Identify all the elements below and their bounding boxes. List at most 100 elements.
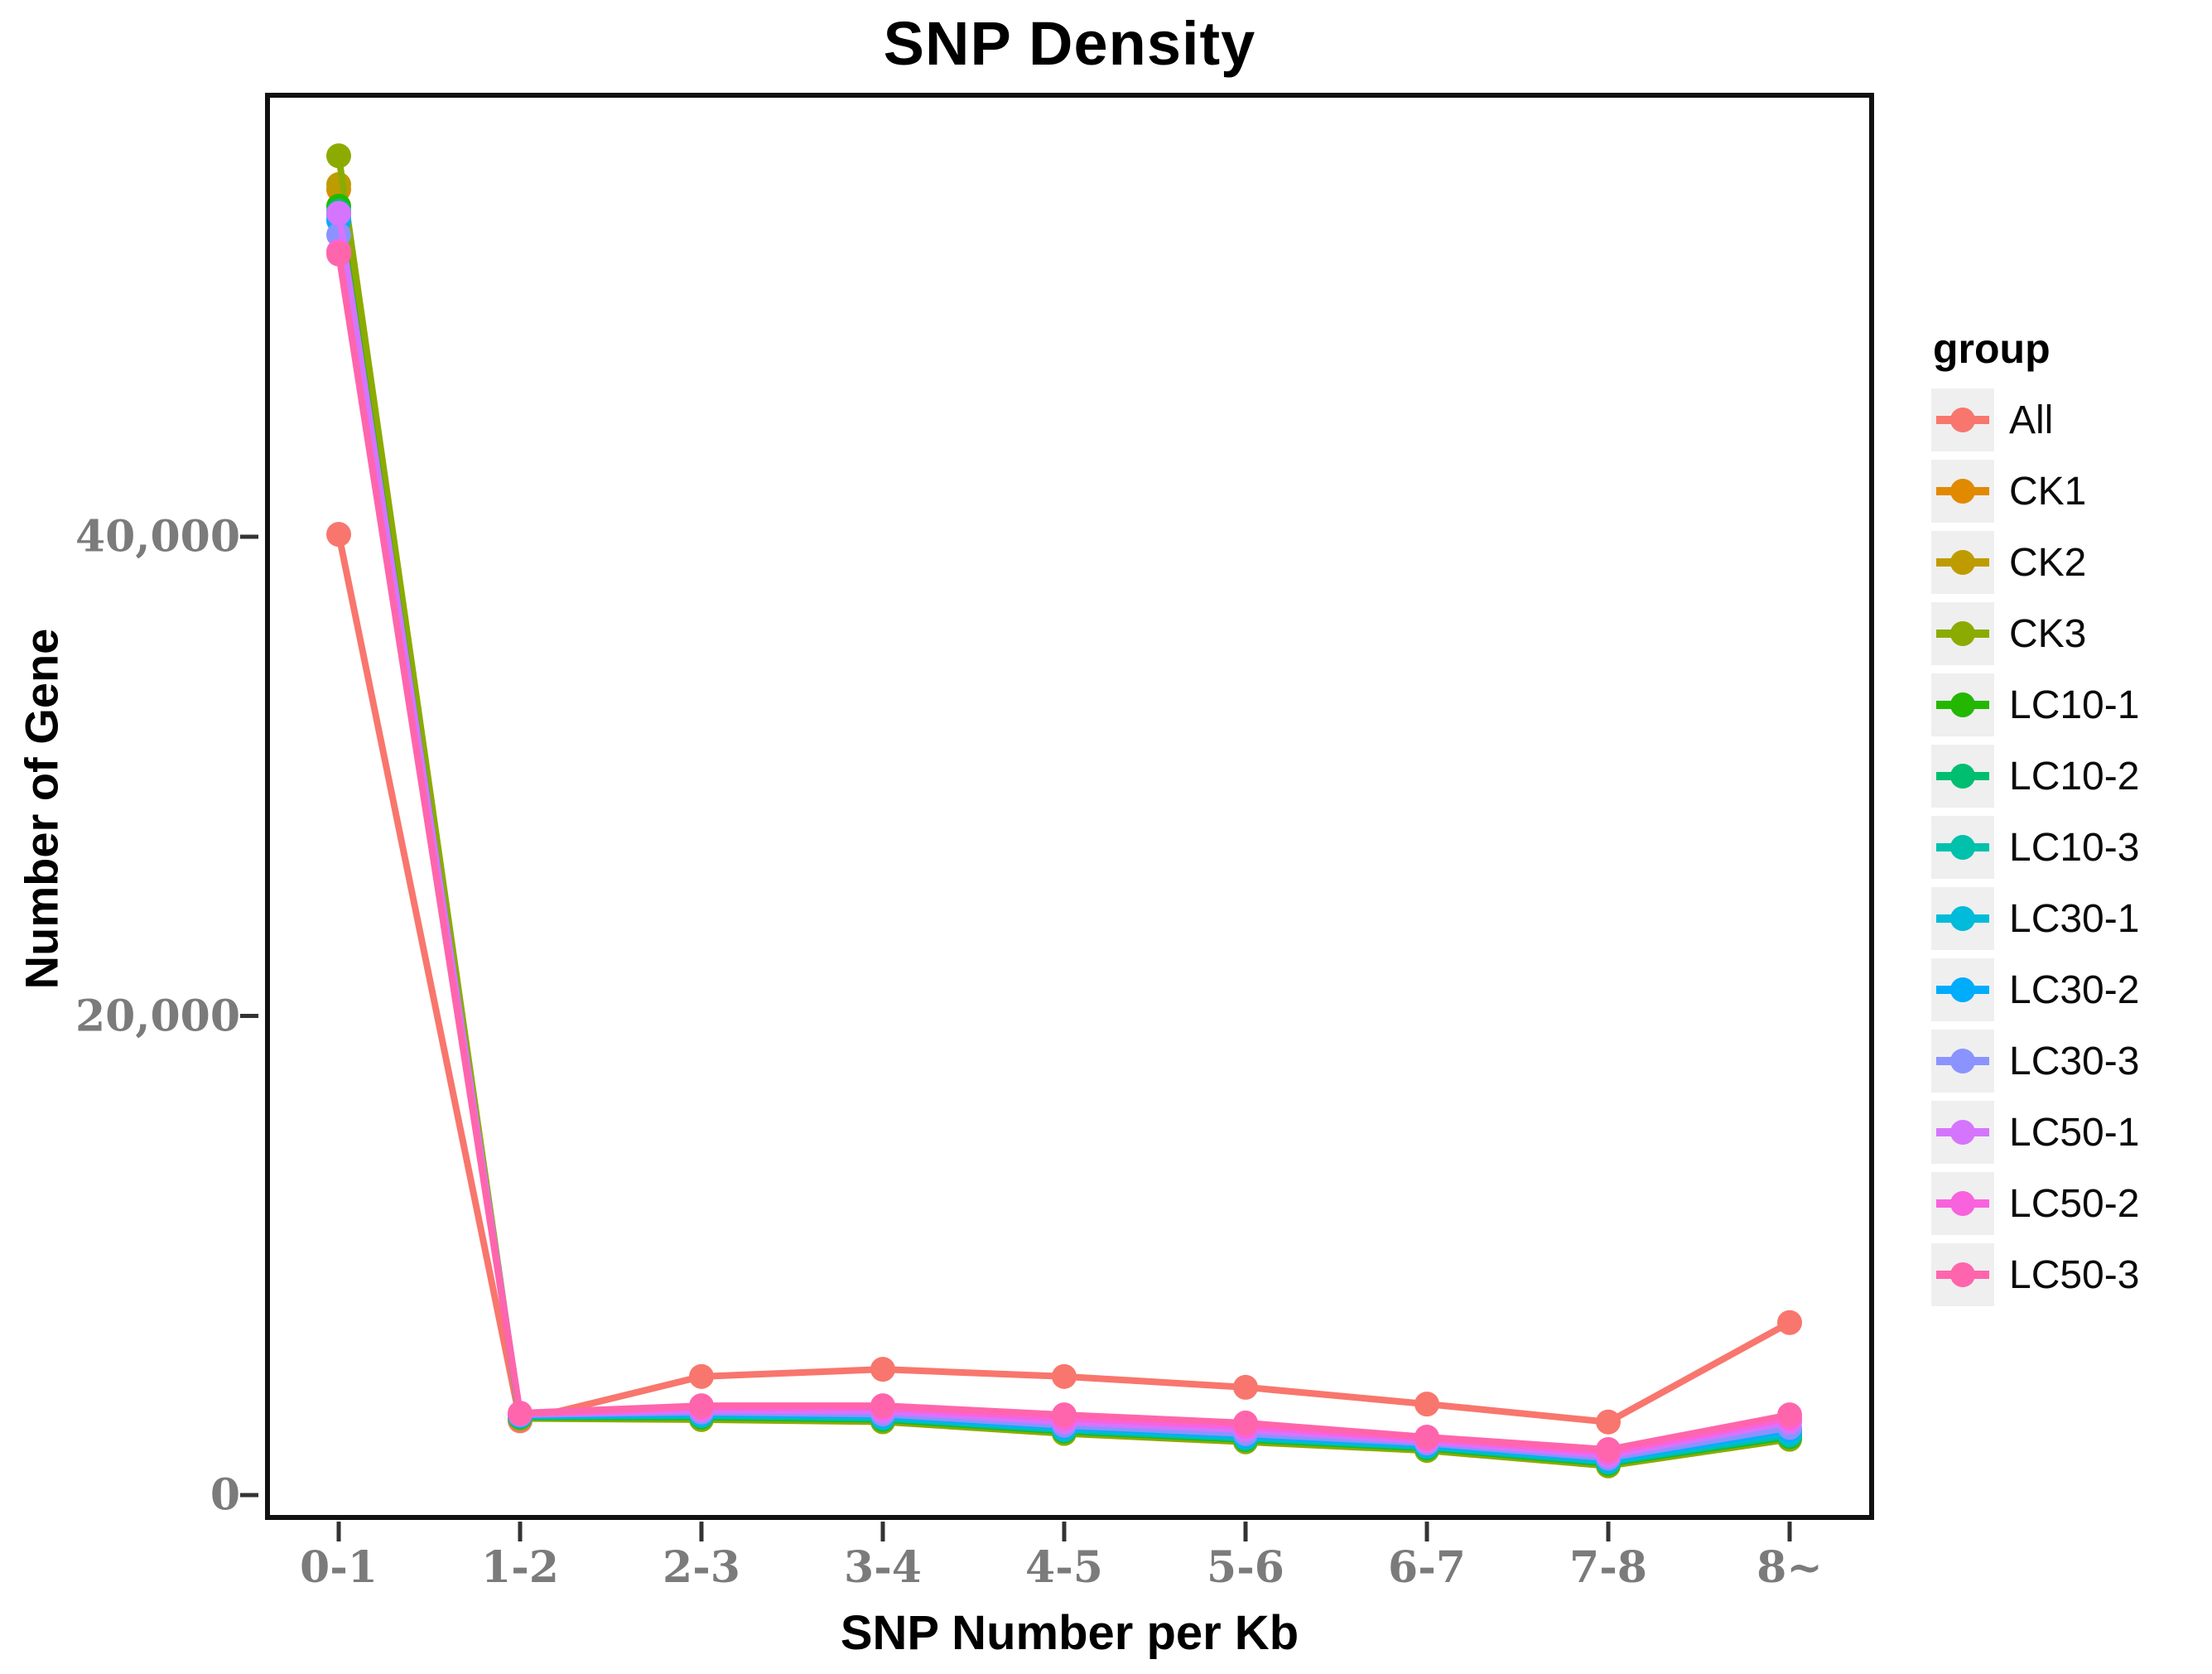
series-line-LC50-2	[335, 248, 1793, 1456]
plot-border	[265, 93, 1874, 1520]
legend-key-glyph	[1936, 692, 1989, 717]
legend-label: CK3	[2009, 611, 2087, 656]
data-point-LC50-3	[689, 1393, 714, 1419]
data-point-All	[870, 1357, 895, 1382]
series-line-CK1	[335, 186, 1793, 1468]
legend-items: All CK1 CK2 CK3 LC10-1 LC10-2 LC10-3 LC30-1 LC30…	[1931, 384, 2205, 1310]
legend-row-All: All	[1931, 384, 2205, 456]
legend-key-glyph	[1936, 550, 1989, 575]
data-point-All	[1777, 1310, 1802, 1335]
series-line-LC30-3	[335, 231, 1793, 1462]
legend-key-glyph	[1936, 977, 1989, 1002]
series-line-CK2	[335, 181, 1793, 1469]
legend-row-LC30-2: LC30-2	[1931, 954, 2205, 1025]
data-point-LC50-1	[326, 200, 351, 226]
legend-key-icon	[1931, 958, 1994, 1021]
data-point-LC50-3	[1052, 1402, 1077, 1428]
legend-key-icon	[1931, 816, 1994, 879]
line-chart	[240, 93, 1874, 1541]
series-line-LC50-3	[335, 250, 1793, 1454]
legend-key-glyph	[1936, 1049, 1989, 1073]
legend-row-LC10-1: LC10-1	[1931, 669, 2205, 741]
legend-key-icon	[1931, 388, 1994, 451]
legend-label: All	[2009, 398, 2054, 442]
legend-label: LC10-2	[2009, 754, 2140, 798]
legend-row-LC10-2: LC10-2	[1931, 741, 2205, 812]
data-point-All	[1414, 1392, 1439, 1417]
legend-label: LC30-3	[2009, 1039, 2140, 1083]
series-line-CK3	[335, 152, 1793, 1469]
x-tick-label: 4-5	[1025, 1542, 1103, 1593]
x-tick-label: 6-7	[1388, 1542, 1466, 1593]
x-tick-label: 2-3	[663, 1542, 740, 1593]
series-line-LC10-1	[335, 202, 1793, 1467]
legend-row-CK2: CK2	[1931, 527, 2205, 598]
data-point-All	[1052, 1363, 1077, 1389]
legend-key-glyph	[1936, 1120, 1989, 1145]
data-point-CK3	[326, 143, 351, 169]
legend-key-icon	[1931, 1243, 1994, 1306]
legend-row-LC30-3: LC30-3	[1931, 1025, 2205, 1097]
series-line-LC30-2	[335, 217, 1793, 1463]
plot-area	[240, 93, 1874, 1541]
legend-label: LC10-3	[2009, 825, 2140, 870]
legend-key-icon	[1931, 1101, 1994, 1164]
data-point-LC50-3	[1596, 1437, 1621, 1463]
x-tick-label: 7-8	[1569, 1542, 1647, 1593]
legend-label: LC30-1	[2009, 896, 2140, 941]
y-axis-title: Number of Gene	[15, 628, 68, 990]
legend-title: group	[1933, 326, 2051, 372]
x-tick-label: 5-6	[1207, 1542, 1284, 1593]
legend-row-CK3: CK3	[1931, 598, 2205, 669]
legend-label: CK1	[2009, 469, 2087, 514]
data-point-All	[1596, 1409, 1621, 1435]
legend-key-icon	[1931, 1172, 1994, 1235]
legend-row-CK1: CK1	[1931, 456, 2205, 527]
data-point-All	[689, 1363, 714, 1389]
legend-key-icon	[1931, 745, 1994, 808]
legend-label: LC30-2	[2009, 967, 2140, 1012]
legend-key-icon	[1931, 1030, 1994, 1093]
series-line-LC30-1	[335, 212, 1793, 1464]
legend: group All CK1 CK2 CK3 LC10-1 LC10-2 LC10-3 LC30…	[1931, 325, 2205, 1310]
data-point-LC50-3	[1414, 1425, 1439, 1450]
legend-label: LC50-3	[2009, 1252, 2140, 1297]
x-tick-label: 3-4	[844, 1542, 922, 1593]
x-axis-title: SNP Number per Kb	[840, 1606, 1299, 1660]
legend-key-icon	[1931, 887, 1994, 950]
legend-key-glyph	[1936, 764, 1989, 789]
legend-key-glyph	[1936, 1262, 1989, 1287]
legend-key-glyph	[1936, 408, 1989, 432]
legend-key-icon	[1931, 531, 1994, 594]
legend-key-glyph	[1936, 906, 1989, 931]
y-tick-label: 20,000	[75, 991, 240, 1041]
legend-label: LC10-1	[2009, 683, 2140, 727]
legend-row-LC10-3: LC10-3	[1931, 812, 2205, 883]
data-point-LC50-3	[1233, 1410, 1258, 1435]
y-tick-label: 40,000	[75, 511, 240, 562]
legend-row-LC50-1: LC50-1	[1931, 1097, 2205, 1168]
series-line-LC10-2	[335, 207, 1793, 1466]
legend-row-LC30-1: LC30-1	[1931, 883, 2205, 954]
data-point-LC50-3	[1777, 1402, 1802, 1428]
legend-row-LC50-2: LC50-2	[1931, 1168, 2205, 1239]
chart-title: SNP Density	[883, 9, 1256, 78]
legend-key-icon	[1931, 460, 1994, 523]
legend-key-glyph	[1936, 835, 1989, 860]
y-tick-label: 0	[210, 1469, 240, 1521]
x-tick-label: 1-2	[481, 1542, 559, 1593]
legend-row-LC50-3: LC50-3	[1931, 1239, 2205, 1310]
legend-label: LC50-2	[2009, 1181, 2140, 1226]
legend-label: LC50-1	[2009, 1110, 2140, 1155]
series-line-LC50-1	[335, 210, 1793, 1459]
data-point-LC50-3	[326, 241, 351, 267]
series-line-All	[335, 531, 1793, 1426]
series-line-LC10-3	[335, 210, 1793, 1466]
data-point-All	[1233, 1374, 1258, 1400]
data-point-All	[326, 522, 351, 548]
legend-key-glyph	[1936, 1191, 1989, 1216]
data-point-LC50-3	[870, 1393, 895, 1419]
legend-key-icon	[1931, 673, 1994, 736]
legend-key-glyph	[1936, 621, 1989, 646]
